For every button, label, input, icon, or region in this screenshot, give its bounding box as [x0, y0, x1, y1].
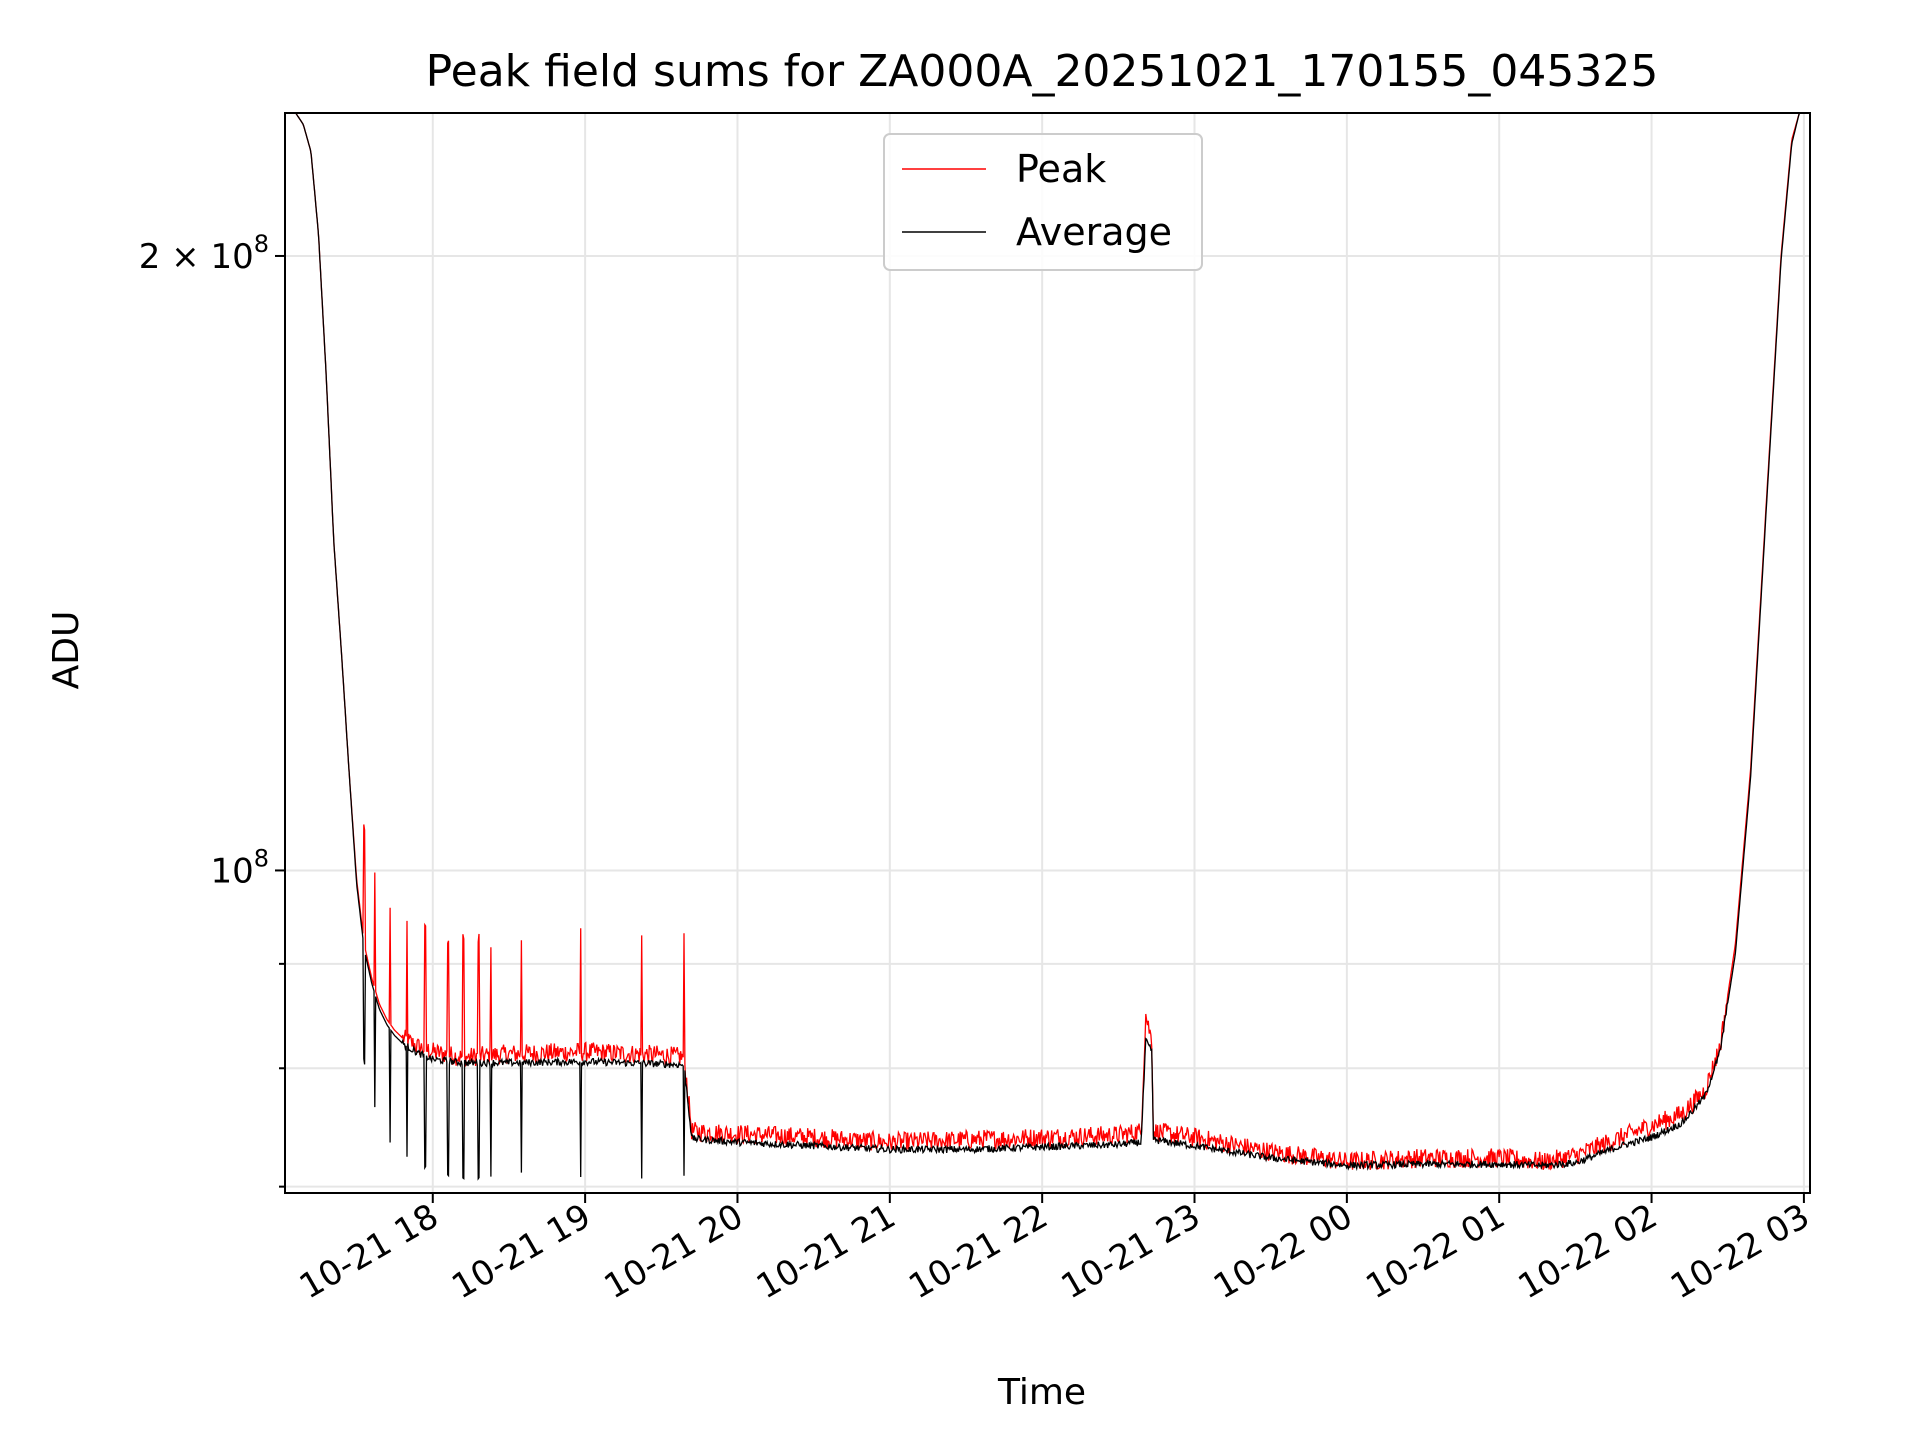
y-tick-label: 108 — [210, 844, 269, 891]
y-tick-exponent: 8 — [254, 844, 269, 872]
y-tick-label: 2 × 108 — [139, 230, 269, 277]
y-tick-exponent: 8 — [254, 230, 269, 258]
y-tick-mantissa: 10 — [210, 851, 253, 891]
x-axis-label: Time — [997, 1372, 1086, 1413]
plot-lines — [285, 113, 1810, 1181]
y-tick-mantissa: 2 × 10 — [139, 237, 254, 277]
legend-peak-label: Peak — [1016, 147, 1106, 191]
y-axis-label: ADU — [46, 611, 87, 690]
legend-box — [883, 133, 1203, 271]
average-series-line — [285, 113, 1810, 1181]
plot-frame — [284, 112, 1811, 1194]
legend: Peak Average — [883, 133, 1203, 271]
chart-title: Peak field sums for ZA000A_20251021_1701… — [426, 46, 1659, 97]
legend-average-label: Average — [1016, 210, 1172, 254]
